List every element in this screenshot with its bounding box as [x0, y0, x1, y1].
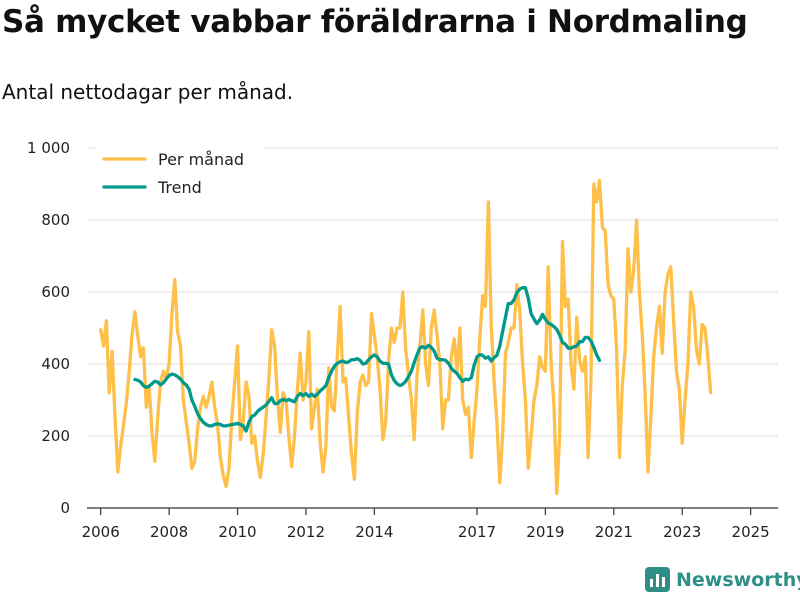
x-tick-label-2012: 2012	[287, 523, 325, 541]
legend: Per månad Trend	[96, 145, 264, 205]
chart-subtitle: Antal nettodagar per månad.	[2, 80, 294, 104]
x-tick-label-2017: 2017	[458, 523, 496, 541]
x-tick-label-2014: 2014	[355, 523, 393, 541]
y-tick-label-0: 0	[60, 499, 70, 517]
legend-label-1: Trend	[157, 178, 202, 197]
x-tick-label-2023: 2023	[663, 523, 701, 541]
y-tick-label-200: 200	[41, 427, 70, 445]
x-axis: 2006 2008 2010 2012 2014 2017 2019 2021 2023 2025	[82, 507, 778, 541]
x-tick-label-2021: 2021	[595, 523, 633, 541]
y-tick-labels: 0 200 400 600 800 1 000	[27, 139, 70, 517]
legend-label-0: Per månad	[158, 150, 244, 169]
series-line-per-m-nad	[99, 178, 713, 496]
series-lines	[99, 178, 713, 496]
chart-title: Så mycket vabbar föräldrarna i Nordmalin…	[2, 4, 748, 40]
newsworthy-logo-icon	[645, 567, 670, 592]
x-tick-label-2008: 2008	[150, 523, 188, 541]
x-tick-label-2025: 2025	[732, 523, 770, 541]
legend-background	[96, 145, 264, 205]
y-tick-label-800: 800	[41, 211, 70, 229]
x-tick-label-2010: 2010	[218, 523, 256, 541]
x-tick-label-2006: 2006	[82, 523, 120, 541]
y-tick-label-1000: 1 000	[27, 139, 70, 157]
x-tick-label-2019: 2019	[526, 523, 564, 541]
y-tick-label-600: 600	[41, 283, 70, 301]
y-tick-label-400: 400	[41, 355, 70, 373]
brand-name: Newsworthy	[676, 568, 800, 591]
brand-logo: Newsworthy	[645, 567, 800, 592]
series-line-trend	[133, 286, 602, 433]
